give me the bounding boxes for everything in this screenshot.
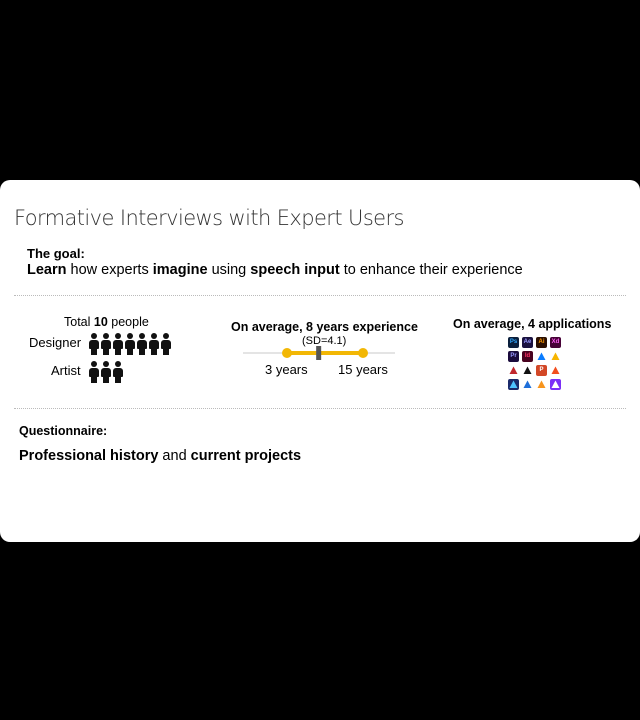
experience-mean-marker — [316, 346, 322, 360]
framer-icon — [536, 351, 547, 362]
artist-person-icon — [101, 361, 111, 383]
designer-person-icon — [89, 333, 99, 355]
premiere-icon: Pr — [508, 351, 519, 362]
goal-text-2: using — [207, 262, 251, 278]
photoshop-icon: Ps — [508, 337, 519, 348]
total-suffix: people — [107, 315, 149, 329]
questionnaire-and: and — [158, 448, 191, 464]
indesign-icon: Id — [522, 351, 533, 362]
applications-title: On average, 4 applications — [453, 317, 612, 331]
designer-person-icon — [137, 333, 147, 355]
app-icon-purple — [550, 379, 561, 390]
xd-icon: Xd — [550, 337, 561, 348]
sketch-icon — [550, 351, 561, 362]
experience-range-scale — [243, 346, 395, 360]
slide: Formative Interviews with Expert Users T… — [0, 180, 640, 542]
total-prefix: Total — [64, 315, 94, 329]
designer-person-icon — [101, 333, 111, 355]
questionnaire-topics: Professional history and current project… — [19, 448, 301, 464]
designer-person-icon — [125, 333, 135, 355]
total-count: 10 — [93, 315, 108, 329]
designer-person-icon — [149, 333, 159, 355]
affinity-icon — [508, 365, 519, 376]
experience-max-marker — [358, 348, 368, 358]
application-icons-grid: Ps Ae Ai Xd Pr Id P — [508, 337, 561, 390]
experience-min-label: 3 years — [265, 362, 308, 377]
slide-title: Formative Interviews with Expert Users — [14, 206, 404, 230]
divider-top — [14, 295, 626, 296]
goal-keyword-speech-input: speech input — [250, 262, 340, 278]
designer-person-icon — [113, 333, 123, 355]
figma-icon — [550, 365, 561, 376]
participants-total: Total 10 people — [64, 315, 149, 329]
goal-text-3: to enhance their experience — [339, 262, 523, 278]
illustrator-icon: Ai — [536, 337, 547, 348]
questionnaire-topic-projects: current projects — [190, 448, 302, 464]
vectornator-icon — [522, 379, 533, 390]
after-effects-icon: Ae — [522, 337, 533, 348]
questionnaire-label: Questionnaire: — [19, 424, 108, 438]
unity-icon — [522, 365, 533, 376]
goal-keyword-learn: Learn — [27, 262, 67, 278]
goal-keyword-imagine: imagine — [152, 262, 208, 278]
designer-label: Designer — [29, 335, 82, 350]
artist-people-row — [89, 361, 123, 383]
goal-statement: Learn how experts imagine using speech i… — [27, 262, 523, 278]
goal-label: The goal: — [27, 246, 85, 261]
artist-label: Artist — [51, 363, 81, 378]
experience-max-label: 15 years — [338, 362, 388, 377]
artist-person-icon — [113, 361, 123, 383]
designer-person-icon — [161, 333, 171, 355]
artist-person-icon — [89, 361, 99, 383]
procreate-icon — [536, 379, 547, 390]
affinity-designer-icon — [508, 379, 519, 390]
experience-min-marker — [282, 348, 292, 358]
divider-bottom — [14, 408, 626, 409]
goal-text-1: how experts — [66, 262, 153, 278]
experience-title: On average, 8 years experience — [231, 320, 418, 334]
designer-people-row — [89, 333, 171, 355]
experience-sd: (SD=4.1) — [302, 335, 347, 347]
questionnaire-topic-history: Professional history — [19, 448, 159, 464]
powerpoint-icon: P — [536, 365, 547, 376]
